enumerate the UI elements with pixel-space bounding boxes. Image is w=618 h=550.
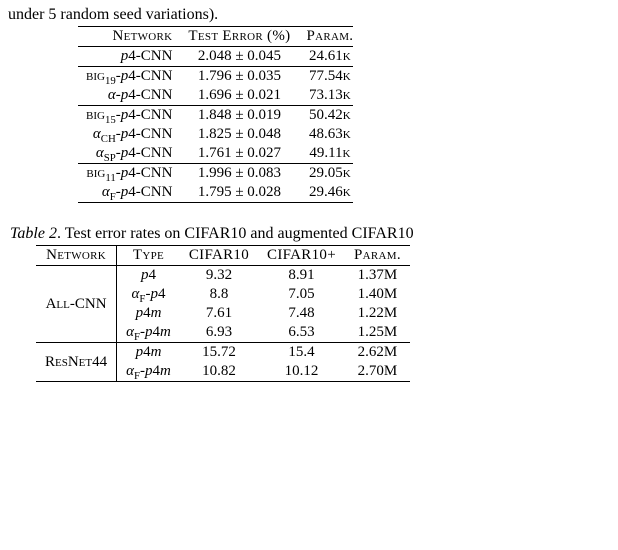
table-row: big11-p4-CNN1.996 ± 0.08329.05k [78,164,353,184]
table1-cell-test-error: 1.795 ± 0.028 [180,183,298,203]
table1-cell-test-error: 1.996 ± 0.083 [180,164,298,184]
table2-cell-cifar10: 6.93 [180,323,258,343]
table2-cell-param: 1.40M [345,285,410,304]
table2-header-type: Type [117,246,180,266]
table1-cell-param: 73.13k [298,86,353,106]
table2-cell-type: αF-p4m [117,362,180,382]
table1-cell-network: αCH-p4-CNN [78,125,180,144]
table2-cell-cifar10plus: 10.12 [258,362,345,382]
table1-cell-test-error: 1.796 ± 0.035 [180,67,298,87]
table2-cell-param: 1.22M [345,304,410,323]
table1-cell-network: big15-p4-CNN [78,106,180,126]
table1-cell-test-error: 1.848 ± 0.019 [180,106,298,126]
table1-cell-param: 29.05k [298,164,353,184]
table2-cell-type: p4 [117,266,180,286]
table1-body: p4-CNN2.048 ± 0.04524.61kbig19-p4-CNN1.7… [78,47,353,203]
table1-header-param: Param. [298,27,353,47]
table1-cell-network: p4-CNN [78,47,180,67]
table-row: big19-p4-CNN1.796 ± 0.03577.54k [78,67,353,87]
table1-cell-network: big11-p4-CNN [78,164,180,184]
table2-cell-type: αF-p4m [117,323,180,343]
table2-cell-cifar10plus: 15.4 [258,343,345,363]
table2-cell-param: 2.62M [345,343,410,363]
table2-head: Network Type CIFAR10 CIFAR10+ Param. [36,246,410,266]
table-row: α-p4-CNN1.696 ± 0.02173.13k [78,86,353,106]
table2-cell-cifar10plus: 6.53 [258,323,345,343]
table2-header-cifar10plus: CIFAR10+ [258,246,345,266]
page: under 5 random seed variations). Network… [0,0,618,402]
table1-container: Network Test Error (%) Param. p4-CNN2.04… [78,26,570,203]
table1-cell-param: 50.42k [298,106,353,126]
table1-cell-param: 49.11k [298,144,353,164]
table2-cell-type: p4m [117,343,180,363]
table2: Network Type CIFAR10 CIFAR10+ Param. All… [36,245,410,382]
table2-cell-cifar10plus: 7.48 [258,304,345,323]
table1-cell-network: α-p4-CNN [78,86,180,106]
table-row: αSP-p4-CNN1.761 ± 0.02749.11k [78,144,353,164]
table1-head: Network Test Error (%) Param. [78,27,353,47]
table1-cell-test-error: 1.761 ± 0.027 [180,144,298,164]
table2-cell-cifar10plus: 7.05 [258,285,345,304]
table-row: big15-p4-CNN1.848 ± 0.01950.42k [78,106,353,126]
table2-cell-cifar10: 10.82 [180,362,258,382]
table2-cell-type: αF-p4 [117,285,180,304]
table1-cell-test-error: 2.048 ± 0.045 [180,47,298,67]
table1-cell-network: αSP-p4-CNN [78,144,180,164]
table1-cell-test-error: 1.696 ± 0.021 [180,86,298,106]
table1-cell-param: 77.54k [298,67,353,87]
table2-container: Network Type CIFAR10 CIFAR10+ Param. All… [36,245,600,382]
table1-cell-param: 29.46k [298,183,353,203]
table-row: ResNet44p4m15.7215.42.62M [36,343,410,363]
table-row: αF-p4-CNN1.795 ± 0.02829.46k [78,183,353,203]
table2-caption: Table 2. Test error rates on CIFAR10 and… [8,225,610,243]
table2-cell-cifar10plus: 8.91 [258,266,345,286]
table1: Network Test Error (%) Param. p4-CNN2.04… [78,26,353,203]
table2-cell-cifar10: 7.61 [180,304,258,323]
table2-cell-cifar10: 9.32 [180,266,258,286]
table1-cell-test-error: 1.825 ± 0.048 [180,125,298,144]
table2-body: All-CNNp49.328.911.37MαF-p48.87.051.40Mp… [36,266,410,382]
table1-caption-fragment: under 5 random seed variations). [8,6,610,24]
table2-cell-type: p4m [117,304,180,323]
table2-cell-cifar10: 8.8 [180,285,258,304]
table2-header-param: Param. [345,246,410,266]
table2-header-network: Network [36,246,117,266]
table-row: p4-CNN2.048 ± 0.04524.61k [78,47,353,67]
table1-cell-network: αF-p4-CNN [78,183,180,203]
table1-header-network: Network [78,27,180,47]
table2-header-cifar10: CIFAR10 [180,246,258,266]
table-row: All-CNNp49.328.911.37M [36,266,410,286]
table1-cell-param: 48.63k [298,125,353,144]
table1-header-test-error: Test Error (%) [180,27,298,47]
table2-cell-param: 1.25M [345,323,410,343]
table2-cell-network: ResNet44 [36,343,117,382]
table-row: αCH-p4-CNN1.825 ± 0.04848.63k [78,125,353,144]
table2-cell-param: 2.70M [345,362,410,382]
table2-header-row: Network Type CIFAR10 CIFAR10+ Param. [36,246,410,266]
table2-cell-param: 1.37M [345,266,410,286]
table2-caption-label: Table 2. [10,225,61,242]
table1-header-row: Network Test Error (%) Param. [78,27,353,47]
table2-cell-cifar10: 15.72 [180,343,258,363]
table1-cell-network: big19-p4-CNN [78,67,180,87]
table2-caption-text: Test error rates on CIFAR10 and augmente… [65,225,414,242]
table1-cell-param: 24.61k [298,47,353,67]
table2-cell-network: All-CNN [36,266,117,343]
